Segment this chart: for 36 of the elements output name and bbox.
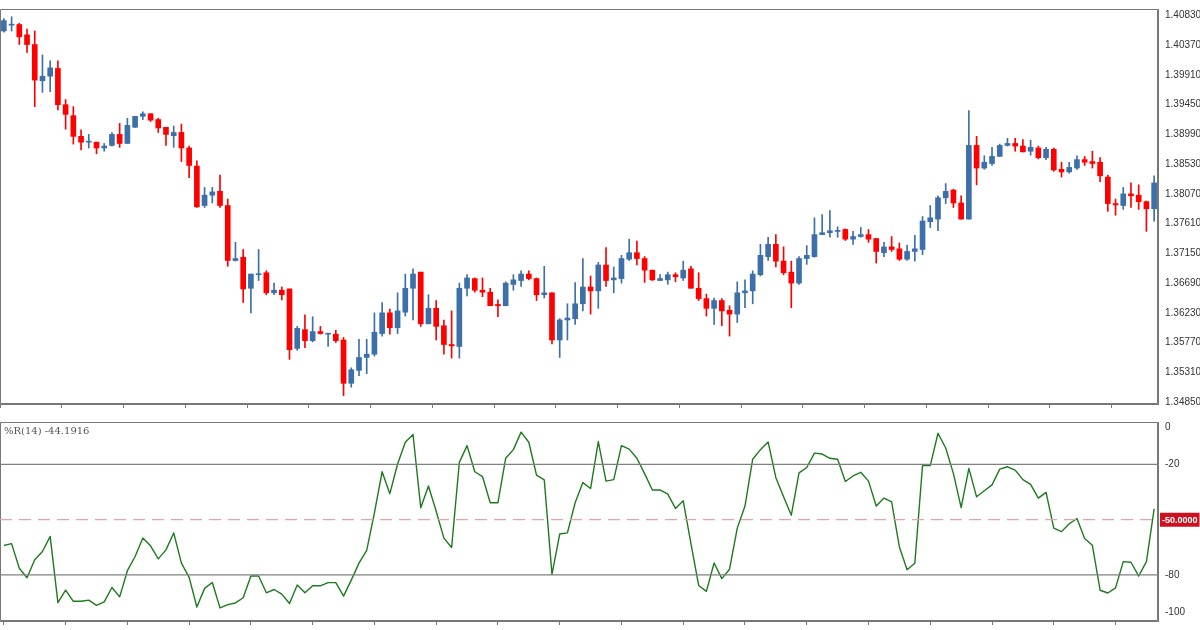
candlestick (1012, 137, 1019, 152)
candlestick (170, 125, 177, 148)
candlestick (827, 210, 833, 238)
y-tick-label: -80 (1165, 568, 1180, 580)
y-tick-label: 1.35770 (1165, 336, 1200, 348)
y-tick-label: 1.36690 (1165, 276, 1200, 288)
y-tick-label: 1.35310 (1165, 366, 1200, 378)
y-tick-label: 1.38990 (1165, 128, 1200, 140)
y-tick-label: 1.37610 (1165, 217, 1200, 229)
candlestick (927, 205, 934, 228)
y-tick-label: 1.37150 (1165, 247, 1200, 259)
candlestick (788, 260, 795, 308)
candlestick (803, 245, 810, 265)
candlestick (271, 282, 277, 296)
ref-line-label: -50.0000 (1162, 514, 1198, 525)
candlestick (325, 332, 331, 347)
annotation: %R(14) -44.1916 (4, 424, 90, 436)
y-tick-label: -100 (1165, 605, 1186, 617)
candlestick (541, 265, 548, 299)
candlestick (495, 299, 501, 318)
y-tick-label: 1.40370 (1165, 38, 1200, 50)
y-tick-label: 1.39450 (1165, 98, 1200, 110)
y-tick-label: 1.39910 (1165, 68, 1200, 80)
candlestick (857, 227, 864, 238)
y-tick-label: 1.40830 (1165, 9, 1200, 21)
candlestick (363, 339, 370, 374)
y-tick-label: 1.36230 (1165, 306, 1200, 318)
y-tick-label: 1.38530 (1165, 157, 1200, 169)
candlestick (85, 134, 92, 149)
candlestick (911, 234, 918, 262)
candlestick (819, 214, 826, 235)
candlestick (850, 231, 856, 245)
y-tick-label: 1.38070 (1165, 187, 1200, 199)
y-tick-label: 1.34850 (1165, 395, 1200, 407)
y-tick-label: -20 (1165, 458, 1180, 470)
y-tick-label: 0 (1165, 421, 1171, 433)
